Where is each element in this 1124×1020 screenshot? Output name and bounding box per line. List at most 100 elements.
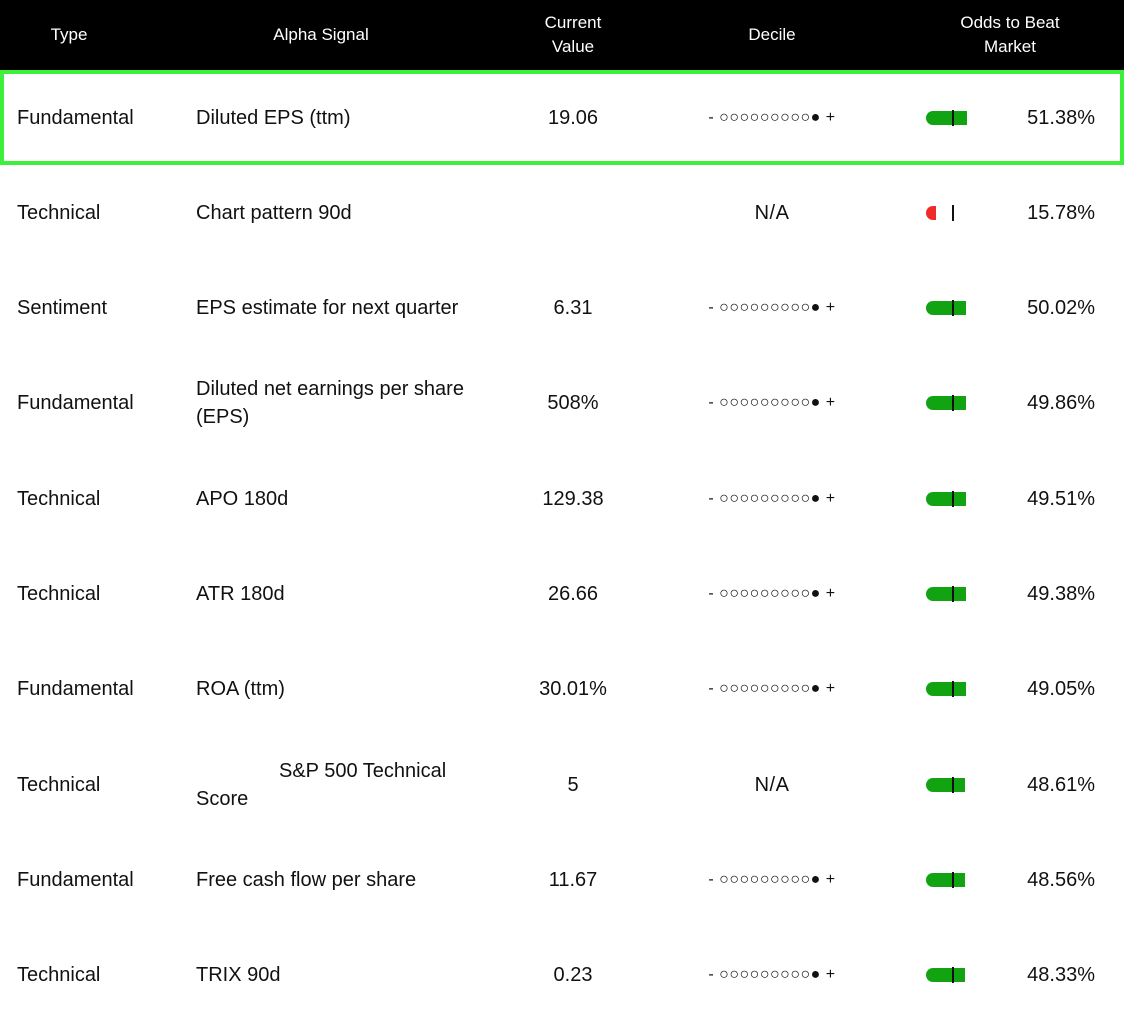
odds-bar <box>922 681 966 698</box>
cell-alpha-signal: TRIX 90d <box>196 964 281 987</box>
decile-indicator: - ○○○○○○○○○● + <box>708 870 836 888</box>
cell-odds-bar <box>922 261 982 356</box>
cell-type: Fundamental <box>17 678 134 701</box>
header-current-value[interactable]: Current Value <box>513 0 633 70</box>
odds-bar-fill <box>926 110 967 125</box>
table-row[interactable]: Fundamental Diluted EPS (ttm) 19.06 - ○○○○○… <box>0 70 1124 165</box>
cell-odds-value: 50.02% <box>1027 297 1095 320</box>
cell-odds-value: 48.61% <box>1027 773 1095 796</box>
odds-bar <box>922 967 966 984</box>
cell-type: Sentiment <box>17 297 108 320</box>
cell-type: Fundamental <box>17 106 134 129</box>
cell-type: Technical <box>17 773 101 796</box>
odds-bar-tick <box>952 109 954 126</box>
cell-current-value: 30.01% <box>539 678 607 701</box>
odds-bar-fill <box>926 396 966 411</box>
odds-bar <box>922 395 966 412</box>
cell-type: Technical <box>17 487 101 510</box>
cell-odds-bar <box>922 737 982 832</box>
table-row[interactable]: Technical S&P 500 Technical Score 5 N/A 48.61… <box>0 737 1124 832</box>
cell-odds-value: 15.78% <box>1027 201 1095 224</box>
odds-bar <box>922 586 966 602</box>
decile-indicator: - ○○○○○○○○○● + <box>708 680 836 698</box>
odds-bar <box>922 109 967 126</box>
cell-current-value: 6.31 <box>553 297 593 320</box>
cell-current-value: 19.06 <box>547 106 599 129</box>
header-current-value-label: Current Value <box>544 13 602 56</box>
table-row[interactable]: Sentiment EPS estimate for next quarter 6.… <box>0 261 1124 356</box>
odds-bar-fill <box>926 301 966 316</box>
cell-odds-bar <box>922 356 982 451</box>
odds-bar-tick <box>952 776 954 793</box>
cell-decile: - ○○○○○○○○○● + <box>672 356 872 451</box>
header-decile[interactable]: Decile <box>748 25 796 44</box>
cell-decile: - ○○○○○○○○○● + <box>672 70 872 165</box>
decile-indicator: - ○○○○○○○○○● + <box>708 108 836 126</box>
decile-na: N/A <box>754 773 790 796</box>
table-row[interactable]: Technical APO 180d 129.38 - ○○○○○○○○○● + 49.… <box>0 451 1124 546</box>
table-row[interactable]: Fundamental Free cash flow per share 11.67… <box>0 832 1124 927</box>
cell-odds-value: 49.05% <box>1027 678 1095 701</box>
odds-bar-tick <box>952 681 954 698</box>
cell-type: Technical <box>17 201 101 224</box>
odds-bar <box>922 776 966 793</box>
cell-odds-bar <box>922 165 982 260</box>
decile-indicator: - ○○○○○○○○○● + <box>708 585 836 602</box>
cell-decile: - ○○○○○○○○○● + <box>672 832 872 927</box>
decile-indicator: - ○○○○○○○○○● + <box>708 966 836 984</box>
odds-bar-fill <box>926 205 936 220</box>
odds-bar-tick <box>952 300 954 317</box>
cell-type: Technical <box>17 964 101 987</box>
cell-decile: N/A <box>672 737 872 832</box>
cell-alpha-signal: Chart pattern 90d <box>196 201 352 224</box>
table-row[interactable]: Technical ATR 180d 26.66 - ○○○○○○○○○● + 49.3… <box>0 547 1124 642</box>
header-alpha-signal[interactable]: Alpha Signal <box>273 25 369 44</box>
header-odds-to-beat-market[interactable]: Odds to Beat Market <box>920 0 1100 70</box>
cell-alpha-signal: Free cash flow per share <box>196 868 417 891</box>
odds-bar-tick <box>952 967 954 984</box>
odds-bar <box>922 300 966 317</box>
odds-bar <box>922 490 966 507</box>
header-type[interactable]: Type <box>50 25 88 44</box>
odds-bar-fill <box>926 682 966 697</box>
cell-decile: - ○○○○○○○○○● + <box>672 547 872 642</box>
table-row[interactable]: Fundamental ROA (ttm) 30.01% - ○○○○○○○○○● +… <box>0 642 1124 737</box>
cell-odds-value: 49.86% <box>1027 392 1095 415</box>
cell-alpha-signal: Diluted EPS (ttm) <box>196 106 351 129</box>
cell-alpha-signal: S&P 500 Technical Score <box>196 759 447 810</box>
cell-alpha-signal: APO 180d <box>196 487 289 510</box>
cell-odds-bar <box>922 547 982 642</box>
table-header: Type Alpha Signal Current Value Decile Od… <box>0 0 1124 70</box>
decile-indicator: - ○○○○○○○○○● + <box>708 299 836 317</box>
cell-current-value: 508% <box>547 392 599 415</box>
cell-type: Fundamental <box>17 868 134 891</box>
odds-bar-tick <box>952 395 954 412</box>
header-odds-label: Odds to Beat Market <box>960 13 1060 56</box>
odds-bar-tick <box>952 871 954 888</box>
cell-odds-value: 48.56% <box>1027 868 1095 891</box>
cell-decile: - ○○○○○○○○○● + <box>672 261 872 356</box>
cell-type: Technical <box>17 583 101 605</box>
cell-odds-bar <box>922 928 982 1020</box>
cell-decile: - ○○○○○○○○○● + <box>672 928 872 1020</box>
odds-bar-tick <box>952 204 954 221</box>
cell-current-value: 11.67 <box>548 868 598 891</box>
table-row[interactable]: Technical Chart pattern 90d N/A 15.78% <box>0 165 1124 260</box>
odds-bar-fill <box>926 968 965 983</box>
cell-decile: - ○○○○○○○○○● + <box>672 642 872 737</box>
decile-indicator: - ○○○○○○○○○● + <box>708 489 836 507</box>
cell-type: Fundamental <box>17 392 134 415</box>
table-row[interactable]: Technical TRIX 90d 0.23 - ○○○○○○○○○● + 48.33… <box>0 928 1124 1020</box>
table-row[interactable]: Fundamental Diluted net earnings per shar… <box>0 356 1124 451</box>
cell-odds-bar <box>922 642 982 737</box>
odds-bar-fill <box>926 587 966 601</box>
odds-bar-fill <box>926 491 966 506</box>
cell-current-value: 0.23 <box>553 964 593 987</box>
cell-alpha-signal: ATR 180d <box>196 583 285 605</box>
cell-alpha-signal: Diluted net earnings per share (EPS) <box>196 378 464 429</box>
cell-decile: N/A <box>672 165 872 260</box>
decile-indicator: - ○○○○○○○○○● + <box>708 394 836 412</box>
cell-alpha-signal: EPS estimate for next quarter <box>196 297 459 320</box>
cell-current-value: 5 <box>567 773 579 796</box>
odds-bar-tick <box>952 586 954 602</box>
